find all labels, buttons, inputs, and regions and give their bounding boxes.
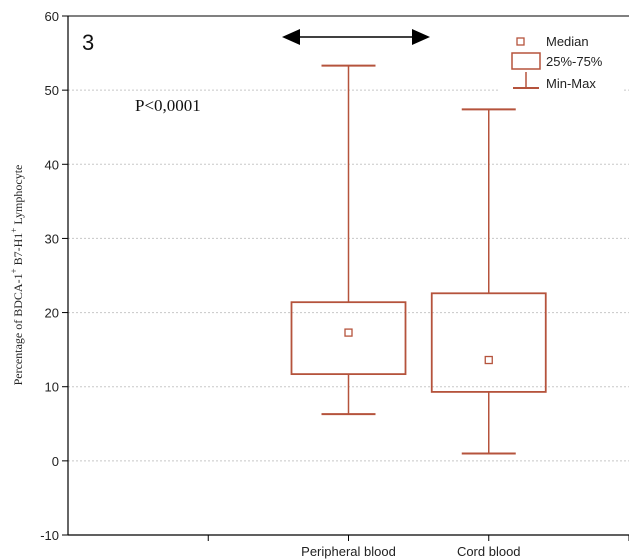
y-tick-label: 50	[45, 83, 59, 98]
legend-median-symbol	[516, 37, 525, 46]
legend-iqr-symbol	[511, 52, 541, 70]
median-marker	[344, 328, 353, 337]
x-category-label: Peripheral blood	[301, 544, 396, 559]
comparison-arrow	[282, 29, 430, 45]
y-axis: -10 0 10 20 30 40 50 60	[40, 9, 629, 543]
x-axis: Peripheral blood Cord blood	[68, 534, 629, 559]
legend-range-label: Min-Max	[546, 76, 596, 91]
arrow-head-left	[282, 29, 300, 45]
box-1	[290, 64, 407, 416]
panel-label: 3	[82, 30, 94, 55]
legend-range-symbol	[513, 72, 539, 89]
y-axis-label-part-3: Lymphocyte	[11, 165, 25, 228]
box-series	[290, 64, 547, 455]
y-tick-label: 60	[45, 9, 59, 24]
y-tick-label: 40	[45, 157, 59, 172]
arrow-head-right	[412, 29, 430, 45]
iqr-box	[290, 301, 407, 376]
y-axis-label-part-1: Percentage of BDCA-1	[11, 273, 25, 385]
median-marker	[484, 355, 493, 365]
y-tick-label: 10	[45, 380, 59, 395]
legend-median-label: Median	[546, 34, 589, 49]
y-axis-label-sup-2: +	[9, 228, 19, 233]
annotations: 3 P<0,0001 Percentage of BDCA-1+ B7-H1+ …	[9, 29, 430, 385]
y-tick-label: -10	[40, 528, 59, 543]
iqr-box	[430, 292, 547, 393]
y-axis-label-part-2: B7-H1	[11, 233, 25, 269]
y-tick-label: 20	[45, 306, 59, 321]
y-tick-label: 30	[45, 231, 59, 246]
x-category-label: Cord blood	[457, 544, 521, 559]
y-axis-label-sup-1: +	[9, 268, 19, 273]
y-tick-label: 0	[52, 454, 59, 469]
box-2	[430, 108, 547, 455]
legend: Median 25%-75% Min-Max	[500, 31, 624, 97]
p-value-annotation: P<0,0001	[135, 96, 201, 115]
y-axis-label: Percentage of BDCA-1+ B7-H1+ Lymphocyte	[9, 165, 25, 386]
legend-iqr-label: 25%-75%	[546, 54, 603, 69]
legend-background	[500, 31, 624, 97]
